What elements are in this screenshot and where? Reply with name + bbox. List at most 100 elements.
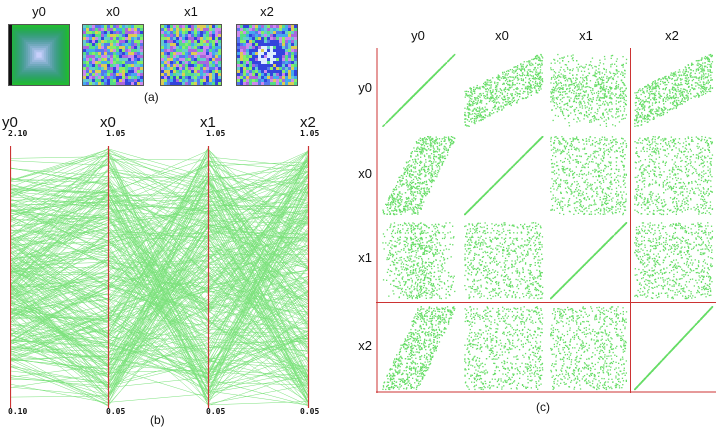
pc-line <box>10 171 309 332</box>
pc-line <box>10 253 309 403</box>
pc-line <box>10 161 309 333</box>
pc-line <box>10 174 309 395</box>
pc-line <box>10 286 309 389</box>
spm-cell-x2-x0 <box>464 306 544 391</box>
pc-line <box>10 286 309 407</box>
image-x1 <box>160 24 222 86</box>
pc-line <box>10 214 309 401</box>
spm-cell-y0-x0 <box>464 53 544 127</box>
image-label-x1: x1 <box>184 4 198 19</box>
spm-cell-x0-x1 <box>550 136 628 216</box>
pc-line <box>10 156 309 366</box>
pc-line <box>10 200 309 268</box>
spm-cell-x2-x1 <box>550 306 628 391</box>
spm-row-label-x2: x2 <box>358 338 372 353</box>
pc-line <box>10 153 309 253</box>
spm-col-label-y0: y0 <box>411 28 425 43</box>
pc-line <box>10 180 309 377</box>
pc-line <box>10 181 309 392</box>
pc-line <box>10 228 309 299</box>
pc-line <box>10 213 309 397</box>
spm-cell-y0-x2 <box>634 53 714 127</box>
pc-line <box>10 204 309 304</box>
spm-cell-x1-y0 <box>382 222 456 300</box>
image-label-x2: x2 <box>260 4 274 19</box>
pc-line <box>10 212 309 366</box>
spm-cell-x0-x2 <box>634 136 714 216</box>
pc-line <box>10 260 309 361</box>
pc-line <box>10 203 309 385</box>
pc-line <box>10 213 309 356</box>
pc-axis-label-x0: x0 <box>100 114 116 131</box>
pc-line <box>10 150 309 266</box>
pc-line <box>10 272 309 347</box>
spm-cell-x1-x1 <box>550 222 628 300</box>
pc-line <box>10 189 309 243</box>
pc-line <box>10 198 309 212</box>
pc-line <box>10 218 309 311</box>
image-y0 <box>8 24 70 86</box>
pc-tick-max-y0: 2.10 <box>8 129 28 138</box>
caption-b: (b) <box>150 413 165 427</box>
pc-line <box>10 203 309 315</box>
pc-line <box>10 148 309 240</box>
pc-line <box>10 178 309 311</box>
pc-line <box>10 163 309 334</box>
image-label-x0: x0 <box>106 4 120 19</box>
spm-col-label-x0: x0 <box>495 28 509 43</box>
spm-col-label-x1: x1 <box>579 28 593 43</box>
pc-axis-label-x1: x1 <box>200 114 216 131</box>
pc-line <box>10 225 309 386</box>
pc-line <box>10 317 309 406</box>
pc-line <box>10 159 309 233</box>
pc-tick-max-x0: 1.05 <box>106 129 126 138</box>
pc-line <box>10 188 309 322</box>
pc-line <box>10 234 309 387</box>
image-x0 <box>82 24 144 86</box>
pc-line <box>10 191 309 377</box>
image-x2 <box>236 24 298 86</box>
pc-line <box>10 298 309 402</box>
pc-axis-label-y0: y0 <box>2 114 18 131</box>
pc-line <box>10 165 309 359</box>
pc-line <box>10 192 309 378</box>
pc-line <box>10 183 309 388</box>
pc-line <box>10 245 309 377</box>
pc-line <box>10 211 309 324</box>
pc-line <box>10 184 309 304</box>
spm-cell-y0-y0 <box>382 53 456 127</box>
pc-line <box>10 172 309 383</box>
spm-col-label-x2: x2 <box>665 28 679 43</box>
pc-line <box>10 162 309 353</box>
pc-line <box>10 160 309 287</box>
pc-tick-min-x1: 0.05 <box>206 407 226 416</box>
spm-row-label-x1: x1 <box>358 250 372 265</box>
caption-a: (a) <box>144 90 159 104</box>
spm-cell-x1-x2 <box>634 222 714 300</box>
pc-line <box>10 147 309 388</box>
pc-line <box>10 313 309 403</box>
spm-cell-x2-y0 <box>382 306 456 391</box>
pc-line <box>10 341 309 392</box>
pc-line <box>10 317 309 379</box>
pc-line <box>10 272 309 399</box>
pc-line <box>10 148 309 274</box>
pc-line <box>10 161 309 207</box>
pc-line <box>10 261 309 358</box>
pc-tick-min-x0: 0.05 <box>106 407 126 416</box>
parallel-coordinates-canvas <box>10 146 310 408</box>
pc-line <box>10 188 309 210</box>
pc-line <box>10 151 309 227</box>
pc-tick-min-y0: 0.10 <box>8 407 28 416</box>
pc-line <box>10 341 309 375</box>
pc-line <box>10 321 309 352</box>
pc-line <box>10 290 309 322</box>
pc-line <box>10 156 309 251</box>
spm-row-label-y0: y0 <box>358 80 372 95</box>
pc-lines <box>10 147 309 407</box>
pc-line <box>10 330 309 352</box>
pc-line <box>10 157 309 354</box>
pc-line <box>10 160 309 294</box>
spm-cell-y0-x1 <box>550 53 628 127</box>
pc-line <box>10 191 309 382</box>
